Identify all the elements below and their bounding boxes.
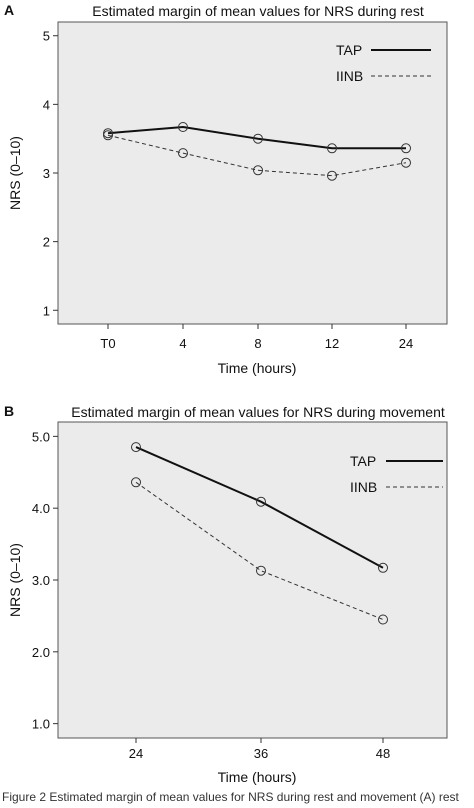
data-point-tap [378,562,388,573]
panel-b-title: Estimated margin of mean values for NRS … [71,404,445,420]
y-tick-label: 4 [43,97,50,112]
panel-a-x-axis-label: Time (hours) [218,360,297,376]
series-line-tap [107,125,406,150]
panel-b-legend: TAP IINB [350,453,443,495]
data-point-iinb [256,565,266,576]
x-tick-label: 48 [376,746,390,761]
x-tick-label: 12 [325,336,339,351]
panel-b-y-axis: 1.0 2.0 3.0 4.0 5.0 [32,429,58,732]
series-line-iinb [135,481,384,620]
data-point-tap [401,143,411,154]
y-tick-label: 3 [43,166,50,181]
data-point-tap [178,122,188,132]
data-point-iinb [253,165,263,176]
figure: A Estimated margin of mean values for NR… [4,2,448,785]
panel-b-x-axis-label: Time (hours) [218,769,297,785]
y-tick-label: 1.0 [32,717,50,732]
x-tick-label: 24 [129,746,143,761]
y-tick-label: 5 [43,29,50,44]
panel-b-legend-tap-label: TAP [350,453,376,469]
data-point-tap [256,496,266,507]
panel-b-y-axis-label: NRS (0–10) [7,543,23,617]
series-line-tap [135,446,384,569]
panel-b-chart: B Estimated margin of mean values for NR… [4,403,448,785]
panel-a-chart: A Estimated margin of mean values for NR… [4,2,448,376]
x-tick-label: 8 [254,336,261,351]
series-line-iinb [107,134,407,177]
data-point-iinb [178,148,188,159]
x-tick-label: 36 [254,746,268,761]
x-tick-label: 4 [179,336,186,351]
data-point-iinb [131,477,141,488]
panel-a-title: Estimated margin of mean values for NRS … [92,3,424,19]
y-tick-label: 2.0 [32,645,50,660]
panel-b-plot-area [57,421,448,739]
data-point-iinb [103,130,113,141]
panel-a-legend-iinb-label: IINB [336,68,363,84]
y-tick-label: 2 [43,235,50,250]
panel-b-legend-iinb-label: IINB [350,479,377,495]
panel-a-x-axis: T0 4 8 12 24 [100,324,413,351]
data-point-iinb [401,157,411,168]
x-tick-label: T0 [100,336,115,351]
panel-b-series [131,442,388,625]
panel-a-legend: TAP IINB [336,42,431,84]
panel-a-series [103,122,411,181]
panel-a-legend-tap-label: TAP [336,42,362,58]
y-tick-label: 5.0 [32,429,50,444]
y-tick-label: 4.0 [32,501,50,516]
panel-a-y-axis-label: NRS (0–10) [7,136,23,210]
data-point-tap [253,133,263,144]
panel-b-letter: B [4,403,14,419]
data-point-tap [327,143,337,154]
panel-a-y-axis: 1 2 3 4 5 [43,29,58,318]
figure-caption: Figure 2 Estimated margin of mean values… [2,790,459,804]
data-point-tap [131,442,141,453]
y-tick-label: 3.0 [32,573,50,588]
x-tick-label: 24 [399,336,413,351]
data-point-iinb [327,170,337,181]
data-point-iinb [378,614,388,625]
y-tick-label: 1 [43,303,50,318]
panel-a-plot-area [57,21,448,325]
panel-a-letter: A [4,2,14,18]
panel-b-x-axis: 24 36 48 [129,738,390,761]
